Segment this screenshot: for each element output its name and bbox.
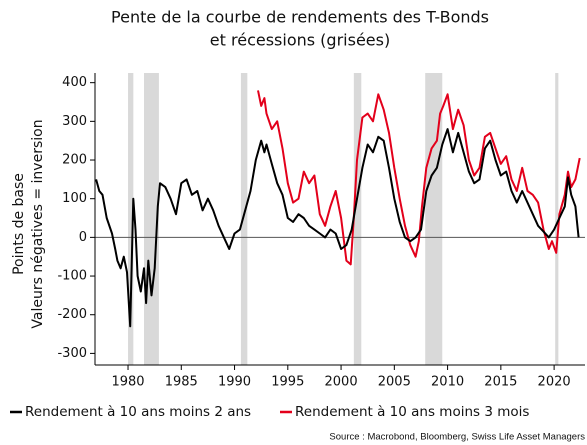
x-tick-label: 2015	[484, 375, 517, 390]
x-tick-label: 2020	[538, 375, 571, 390]
x-tick-label: 1985	[165, 375, 198, 390]
y-tick-label: -300	[57, 346, 87, 361]
x-tick-label: 2000	[325, 375, 358, 390]
source: Source : Macrobond, Bloomberg, Swiss Lif…	[329, 432, 585, 443]
recession-band	[128, 73, 134, 365]
legend-label: Rendement à 10 ans moins 3 mois	[295, 404, 529, 420]
chart-title: et récessions (grisées)	[210, 31, 390, 50]
x-tick-label: 1990	[218, 375, 251, 390]
y-tick-label: 300	[62, 114, 87, 129]
recession-band	[240, 73, 248, 365]
recession-band	[555, 73, 559, 365]
series-line	[257, 90, 581, 266]
y-axis-label: Points de base	[11, 173, 27, 275]
x-tick-label: 2005	[378, 375, 411, 390]
x-tick-label: 1995	[271, 375, 304, 390]
y-tick-label: 100	[62, 191, 87, 206]
x-tick-label: 2010	[431, 375, 464, 390]
legend-label: Rendement à 10 ans moins 2 ans	[25, 404, 251, 420]
chart-title: Pente de la courbe de rendements des T-B…	[111, 8, 489, 27]
recession-band	[425, 73, 443, 365]
y-axis-label: Valeurs négatives = inversion	[30, 119, 46, 328]
y-tick-label: 400	[62, 75, 87, 90]
y-tick-label: -100	[57, 269, 87, 284]
x-tick-label: 1980	[111, 375, 144, 390]
y-tick-label: 0	[79, 230, 87, 245]
recession-band	[353, 73, 362, 365]
series-line	[95, 128, 580, 328]
recession-band	[144, 73, 159, 365]
y-tick-label: -200	[57, 307, 87, 322]
y-tick-label: 200	[62, 153, 87, 168]
